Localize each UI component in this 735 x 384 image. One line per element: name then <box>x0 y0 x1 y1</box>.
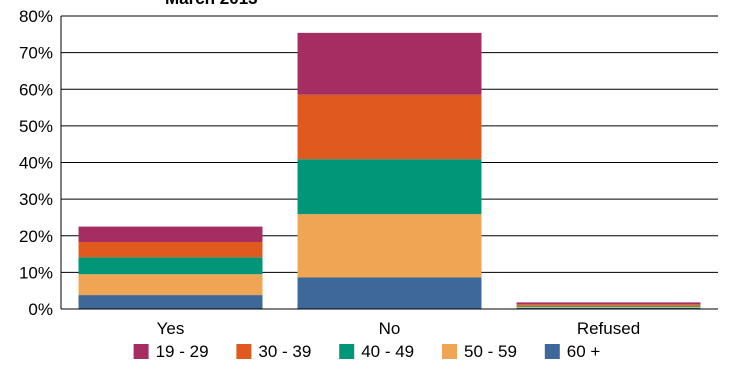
bar-segment <box>516 302 701 305</box>
legend-label: 50 - 59 <box>464 342 517 361</box>
y-tick-label: 10% <box>19 263 53 282</box>
legend-swatch <box>236 344 252 359</box>
bars <box>78 32 701 309</box>
y-tick-label: 0% <box>28 300 53 319</box>
x-tick-label: Yes <box>157 319 185 338</box>
y-tick-label: 60% <box>19 80 53 99</box>
y-tick-label: 80% <box>19 7 53 26</box>
bar-segment <box>78 295 263 309</box>
bar-segment <box>78 226 263 242</box>
legend-swatch <box>544 344 560 359</box>
bar-segment <box>78 257 263 275</box>
bar-segment <box>297 277 482 309</box>
bar-segment <box>297 32 482 95</box>
y-tick-label: 50% <box>19 117 53 136</box>
y-tick-label: 40% <box>19 154 53 173</box>
chart-title: March 2013 <box>165 0 258 8</box>
x-tick-label: Refused <box>577 319 640 338</box>
bar-segment <box>78 274 263 296</box>
legend-label: 30 - 39 <box>258 342 311 361</box>
bar-segment <box>78 241 263 258</box>
y-tick-label: 30% <box>19 190 53 209</box>
y-tick-label: 20% <box>19 227 53 246</box>
bar-segment <box>297 214 482 278</box>
bar-segment <box>516 304 701 306</box>
bar-segment <box>516 307 701 309</box>
bar-segment <box>297 94 482 160</box>
bar-segment <box>516 305 701 307</box>
legend: 19 - 29 30 - 39 40 - 49 50 - 59 60 + <box>133 342 601 361</box>
legend-label: 60 + <box>567 342 601 361</box>
legend-label: 19 - 29 <box>156 342 209 361</box>
legend-swatch <box>339 344 355 359</box>
legend-label: 40 - 49 <box>361 342 414 361</box>
bar-segment <box>516 306 701 308</box>
y-tick-label: 70% <box>19 44 53 63</box>
bar-segment <box>297 159 482 215</box>
axes: 0% 10% 20% 30% 40% 50% 60% 70% 80% Yes No Refused <box>19 7 718 338</box>
x-tick-label: No <box>379 319 401 338</box>
legend-swatch <box>133 344 149 359</box>
legend-swatch <box>442 344 457 359</box>
